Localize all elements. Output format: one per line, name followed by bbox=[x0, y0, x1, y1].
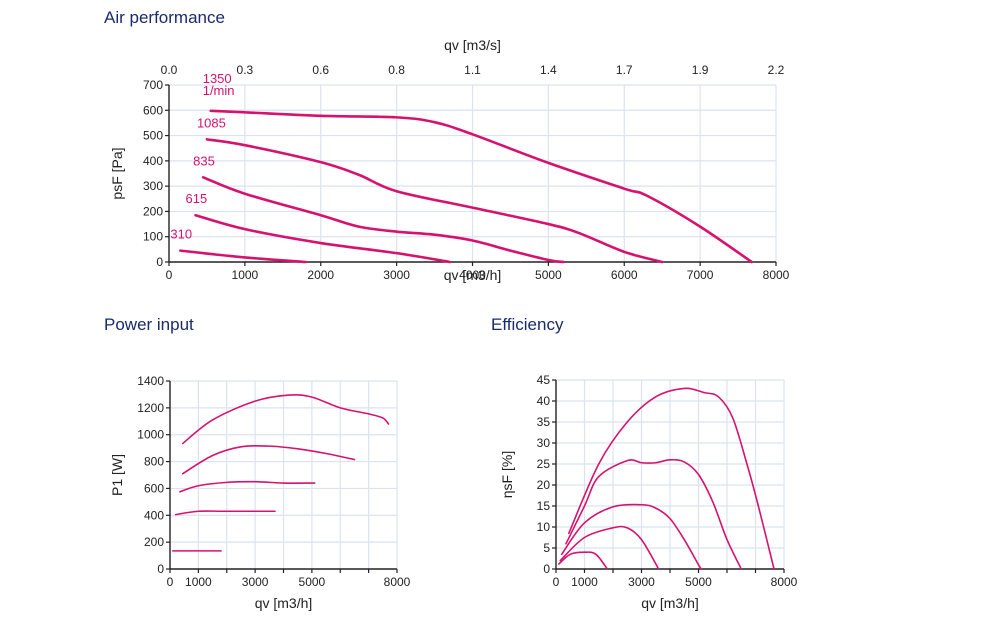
air-x-tick-label: 6000 bbox=[611, 268, 638, 282]
air-x2-axis-label: qv [m3/s] bbox=[444, 37, 501, 53]
efficiency-series-line bbox=[565, 458, 743, 570]
efficiency-y-tick-label: 35 bbox=[537, 415, 551, 429]
air-series-line bbox=[209, 109, 754, 264]
efficiency-y-tick-label: 45 bbox=[537, 373, 551, 387]
power-input-title: Power input bbox=[104, 315, 194, 334]
air-y-tick-label: 700 bbox=[143, 78, 163, 92]
air-y-tick-label: 100 bbox=[143, 230, 163, 244]
power-x-tick-label: 1000 bbox=[185, 575, 212, 589]
air-x-tick-label: 4000 bbox=[459, 268, 486, 282]
air-x-tick-label: 5000 bbox=[535, 268, 562, 282]
air-series-label: 835 bbox=[193, 153, 215, 168]
air-x-axis-label: qv [m3/h] bbox=[444, 267, 502, 283]
power-series-line bbox=[181, 444, 356, 475]
power-x-tick-label: 5000 bbox=[299, 575, 326, 589]
power-x-tick-label: 8000 bbox=[384, 575, 411, 589]
power-x-tick-label: 3000 bbox=[242, 575, 269, 589]
air-y-tick-label: 0 bbox=[156, 255, 163, 269]
air-x2-tick-label: 1.1 bbox=[464, 63, 481, 77]
efficiency-y-tick-label: 5 bbox=[543, 541, 550, 555]
efficiency-series-line bbox=[558, 551, 609, 570]
air-series-label: 310 bbox=[170, 227, 192, 242]
air-y-axis-label: psF [Pa] bbox=[109, 147, 125, 199]
air-x2-tick-label: 2.2 bbox=[768, 63, 785, 77]
air-series-label: 1350 bbox=[203, 71, 232, 86]
air-x-tick-label: 8000 bbox=[763, 268, 790, 282]
efficiency-y-tick-label: 0 bbox=[543, 562, 550, 576]
power-y-tick-label: 0 bbox=[157, 562, 164, 576]
air-series-label: 615 bbox=[186, 191, 208, 206]
efficiency-title: Efficiency bbox=[491, 315, 564, 334]
power-y-tick-label: 1400 bbox=[137, 374, 164, 388]
air-x2-tick-label: 1.9 bbox=[692, 63, 709, 77]
efficiency-y-axis-label: ηsF [%] bbox=[499, 451, 515, 498]
efficiency-series-line bbox=[560, 503, 703, 570]
air-x2-tick-label: 0.0 bbox=[161, 63, 178, 77]
power-y-tick-label: 1200 bbox=[137, 401, 164, 415]
air-series-line bbox=[205, 138, 664, 264]
air-y-tick-label: 200 bbox=[143, 204, 163, 218]
efficiency-series-line bbox=[559, 525, 660, 570]
efficiency-y-tick-label: 30 bbox=[537, 436, 551, 450]
power-y-axis-label: P1 [W] bbox=[109, 454, 125, 496]
power-series-line bbox=[181, 394, 390, 445]
air-y-tick-label: 300 bbox=[143, 179, 163, 193]
power-series-line bbox=[179, 480, 316, 493]
power-y-tick-label: 1000 bbox=[137, 428, 164, 442]
efficiency-y-tick-label: 25 bbox=[537, 457, 551, 471]
air-x2-tick-label: 0.6 bbox=[312, 63, 329, 77]
air-series-line bbox=[179, 249, 307, 264]
air-y-tick-label: 600 bbox=[143, 103, 163, 117]
air-x-tick-label: 1000 bbox=[232, 268, 259, 282]
efficiency-y-tick-label: 20 bbox=[537, 478, 551, 492]
air-x-tick-label: 0 bbox=[166, 268, 173, 282]
efficiency-y-tick-label: 15 bbox=[537, 499, 551, 513]
power-y-tick-label: 800 bbox=[144, 455, 164, 469]
efficiency-x-tick-label: 0 bbox=[553, 575, 560, 589]
air-series-line bbox=[201, 175, 565, 264]
efficiency-x-tick-label: 1000 bbox=[571, 575, 598, 589]
air-series-label: 1/min bbox=[203, 83, 235, 98]
air-series-line bbox=[194, 213, 452, 264]
efficiency-x-tick-label: 8000 bbox=[771, 575, 798, 589]
power-y-tick-label: 200 bbox=[144, 535, 164, 549]
efficiency-y-tick-label: 10 bbox=[537, 520, 551, 534]
air-y-tick-label: 500 bbox=[143, 129, 163, 143]
efficiency-series-line bbox=[568, 387, 775, 570]
air-x2-tick-label: 0.3 bbox=[237, 63, 254, 77]
power-y-tick-label: 400 bbox=[144, 508, 164, 522]
air-x2-tick-label: 1.4 bbox=[540, 63, 557, 77]
air-x-tick-label: 3000 bbox=[383, 268, 410, 282]
efficiency-y-tick-label: 40 bbox=[537, 394, 551, 408]
efficiency-x-tick-label: 5000 bbox=[685, 575, 712, 589]
power-series-line bbox=[174, 510, 276, 516]
power-y-tick-label: 600 bbox=[144, 481, 164, 495]
air-x2-tick-label: 0.8 bbox=[388, 63, 405, 77]
air-performance-title: Air performance bbox=[104, 8, 225, 27]
air-x-tick-label: 2000 bbox=[307, 268, 334, 282]
air-x-tick-label: 7000 bbox=[687, 268, 714, 282]
power-x-axis-label: qv [m3/h] bbox=[255, 595, 313, 611]
air-x2-tick-label: 1.7 bbox=[616, 63, 633, 77]
air-series-label: 1085 bbox=[197, 115, 226, 130]
efficiency-x-tick-label: 3000 bbox=[628, 575, 655, 589]
efficiency-x-axis-label: qv [m3/h] bbox=[641, 595, 699, 611]
air-y-tick-label: 400 bbox=[143, 154, 163, 168]
power-x-tick-label: 0 bbox=[167, 575, 174, 589]
